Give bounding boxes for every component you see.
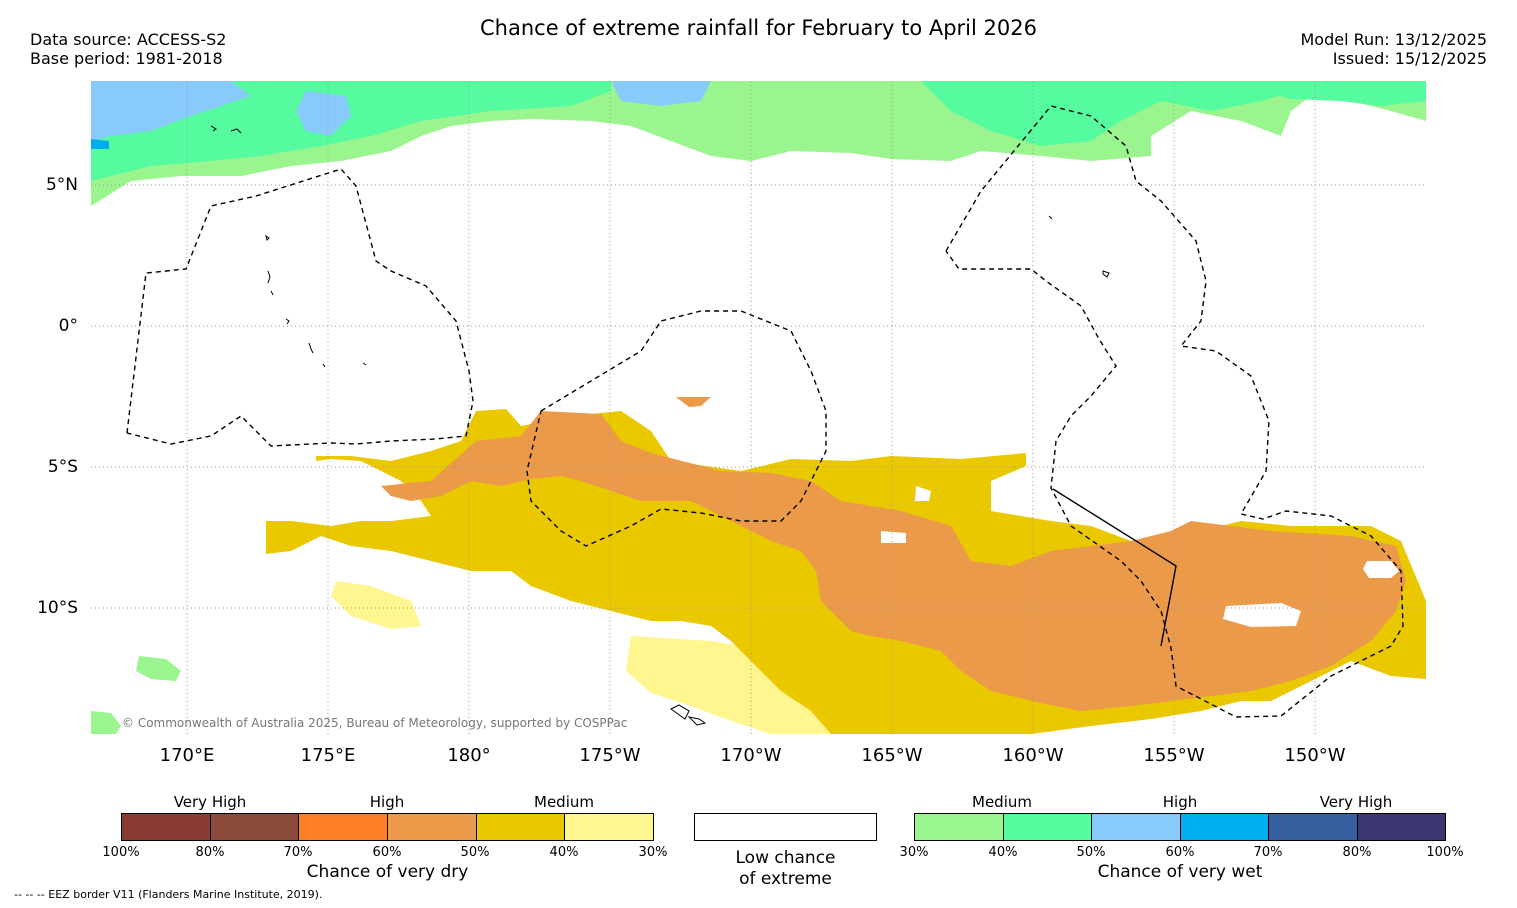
dry-group-medium: Medium — [534, 793, 594, 811]
dry-colorbar — [121, 813, 654, 841]
wet-vhigh-spot — [91, 139, 109, 149]
dry-group-high: High — [369, 793, 405, 811]
wet-group-medium: Medium — [972, 793, 1032, 811]
lon-label-155w: 155°W — [1143, 745, 1205, 766]
lon-label-175e: 175°E — [300, 745, 356, 766]
wet-tick: 40% — [988, 845, 1018, 860]
eez-border-solid — [1052, 488, 1177, 647]
wet-tick: 50% — [1076, 845, 1106, 860]
neutral-caption-line1: Low chance — [735, 848, 836, 868]
lat-label-0: 0° — [58, 316, 78, 336]
dry-tick: 100% — [102, 845, 140, 860]
wet-high-region-north — [91, 81, 251, 141]
wet-group-high: High — [1162, 793, 1198, 811]
wet-swatch-4 — [1180, 814, 1269, 840]
rainfall-map — [91, 81, 1426, 734]
lon-label-150w: 150°W — [1284, 745, 1346, 766]
wet-group-very-high: Very High — [1319, 793, 1393, 811]
source-info: Data source: ACCESS-S2 Base period: 1981… — [30, 30, 226, 68]
data-source-text: Data source: ACCESS-S2 — [30, 30, 227, 49]
dry-tick: 40% — [549, 845, 579, 860]
islands — [210, 125, 1110, 726]
dry-swatch-2 — [210, 814, 300, 840]
wet-tick: 100% — [1426, 845, 1464, 860]
wet-medium-region-north-3 — [921, 81, 1426, 146]
lat-label-10s: 10°S — [37, 598, 78, 618]
neutral-caption-line2: of extreme — [739, 869, 832, 889]
lon-label-160w: 160°W — [1002, 745, 1064, 766]
low-chance-hole-4 — [881, 531, 906, 543]
dry-high-spot — [676, 397, 711, 407]
wet-tick: 70% — [1253, 845, 1283, 860]
issued-text: Issued: 15/12/2025 — [1332, 49, 1487, 68]
dry-caption: Chance of very dry — [306, 862, 469, 882]
lon-label-180: 180° — [447, 745, 491, 766]
wet-high-region-north-2 — [296, 91, 351, 136]
dry-medium-region-3 — [661, 561, 751, 621]
map-title: Chance of extreme rainfall for February … — [480, 16, 1037, 40]
low-chance-hole-3 — [915, 486, 931, 501]
wet-colorbar — [914, 813, 1446, 841]
dry-tick: 60% — [372, 845, 402, 860]
eez-borders — [126, 105, 1404, 718]
wet-swatch-5 — [1269, 814, 1358, 840]
wet-high-region-north-3 — [611, 81, 711, 106]
wet-caption: Chance of very wet — [1097, 862, 1263, 882]
graticule — [91, 81, 1426, 734]
run-info: Model Run: 13/12/2025 Issued: 15/12/2025 — [1301, 30, 1488, 68]
wet-swatch-3 — [1092, 814, 1181, 840]
wet-swatch-2 — [1003, 814, 1092, 840]
lat-label-5s: 5°S — [47, 457, 78, 477]
copyright-notice: © Commonwealth of Australia 2025, Bureau… — [122, 716, 628, 730]
lon-label-170w: 170°W — [720, 745, 782, 766]
wet-tick: 80% — [1342, 845, 1372, 860]
dry-tick: 30% — [638, 845, 668, 860]
dry-light-region — [331, 581, 421, 629]
dry-tick: 70% — [283, 845, 313, 860]
low-chance-hole-2 — [1363, 561, 1399, 578]
wet-swatch-6 — [1357, 814, 1445, 840]
lon-label-175w: 175°W — [579, 745, 641, 766]
eez-border-tokelau — [526, 310, 827, 547]
eez-border-tuvalu-kiribati — [126, 168, 474, 447]
eez-border-note: -- -- -- EEZ border V11 (Flanders Marine… — [14, 888, 323, 901]
dry-swatch-6 — [565, 814, 654, 840]
dry-medium-region-2 — [536, 566, 626, 596]
dry-swatch-3 — [299, 814, 389, 840]
low-chance-hole-1 — [1223, 603, 1301, 627]
dry-swatch-1 — [122, 814, 211, 840]
dry-swatch-5 — [476, 814, 566, 840]
dry-group-very-high: Very High — [173, 793, 247, 811]
dry-swatch-4 — [388, 814, 477, 840]
base-period-text: Base period: 1981-2018 — [30, 49, 223, 68]
wet-spot-sw — [136, 656, 181, 681]
wet-tick: 60% — [1165, 845, 1195, 860]
eez-border-kiribati-line — [945, 105, 1404, 718]
map-canvas — [91, 81, 1426, 734]
neutral-caption: Low chance of extreme — [694, 848, 877, 890]
dry-tick: 50% — [460, 845, 490, 860]
model-run-text: Model Run: 13/12/2025 — [1300, 30, 1488, 49]
dry-high-region — [381, 411, 1406, 711]
wet-tick: 30% — [899, 845, 929, 860]
lon-label-165w: 165°W — [861, 745, 923, 766]
lat-label-5n: 5°N — [45, 175, 78, 195]
wet-swatch-1 — [915, 814, 1004, 840]
lon-label-170e: 170°E — [159, 745, 215, 766]
neutral-swatch — [694, 813, 877, 841]
dry-tick: 80% — [195, 845, 225, 860]
wet-spot-sw-2 — [91, 711, 121, 734]
wet-medium-region-north-4 — [1241, 86, 1426, 106]
